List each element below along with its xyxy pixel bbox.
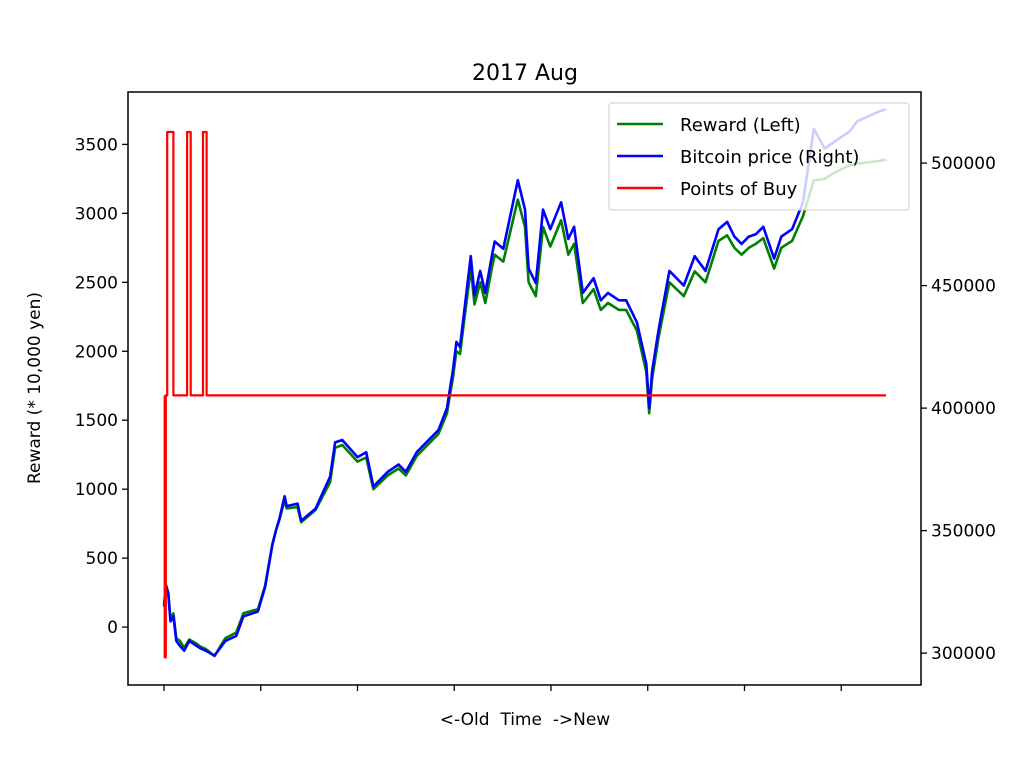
right-y-tick-label: 350000 (931, 522, 996, 542)
right-y-axis: 300000 350000 400000 450000 500000 (921, 154, 996, 664)
right-y-tick-label: 400000 (931, 399, 996, 419)
legend-box (608, 102, 910, 211)
chart-title: 2017 Aug (472, 61, 578, 86)
plot-frame (127, 91, 922, 686)
left-y-tick-label: 3000 (75, 204, 118, 224)
right-y-tick-label: 450000 (931, 277, 996, 297)
left-y-tick-label: 1500 (75, 411, 118, 431)
series-line-points-of-buy (163, 130, 886, 659)
series-layer (162, 107, 887, 659)
left-y-tick-label: 2000 (75, 342, 118, 362)
series-line-bitcoin-price-right (162, 107, 887, 657)
legend-label-reward-left: Reward (Left) (680, 115, 801, 136)
x-axis (163, 685, 842, 691)
left-y-tick-label: 500 (86, 549, 118, 569)
left-y-axis-label: Reward (* 10,000 yen) (25, 292, 45, 484)
right-y-tick-label: 300000 (931, 644, 996, 664)
x-axis-label: <-Old Time ->New (440, 710, 611, 730)
right-y-tick-label: 500000 (931, 154, 996, 174)
left-y-tick-label: 0 (107, 618, 118, 638)
left-y-tick-label: 3500 (75, 135, 118, 155)
legend-label-points-of-buy: Points of Buy (680, 179, 798, 200)
legend-label-bitcoin-price-right: Bitcoin price (Right) (680, 147, 859, 168)
legend: Reward (Left) Bitcoin price (Right) Points… (608, 102, 910, 211)
series-line-reward-left (162, 158, 887, 658)
left-y-tick-label: 2500 (75, 273, 118, 293)
left-y-tick-label: 1000 (75, 480, 118, 500)
left-y-axis: 0 500 1000 1500 2000 2500 3000 3500 (75, 135, 128, 638)
